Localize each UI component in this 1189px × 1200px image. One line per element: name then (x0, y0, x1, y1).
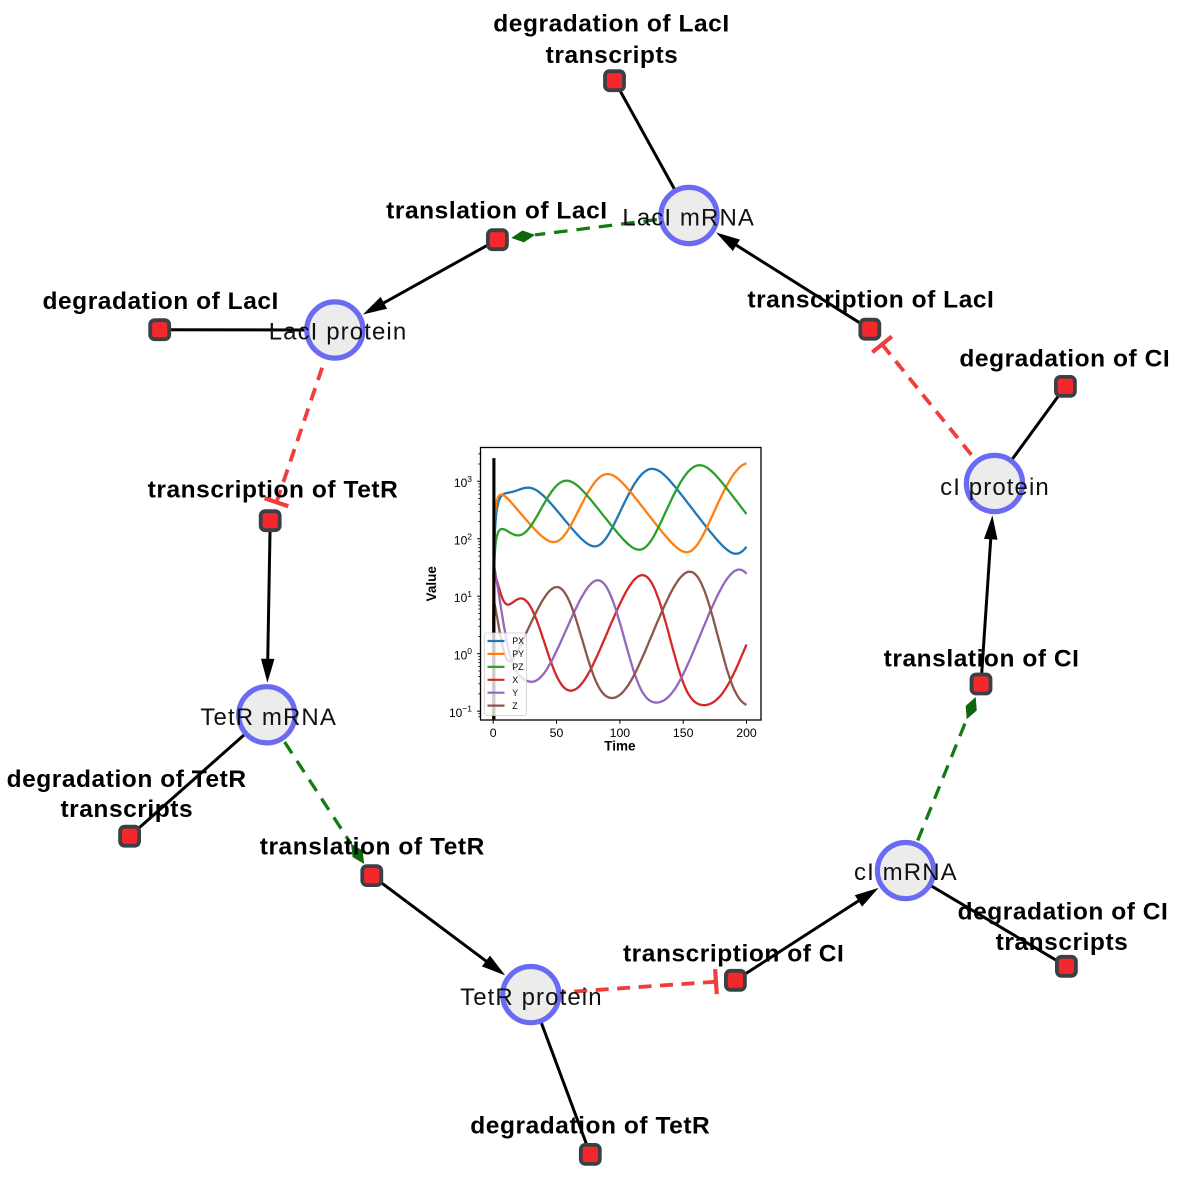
svg-text:transcription of LacI: transcription of LacI (747, 286, 994, 313)
svg-text:translation of TetR: translation of TetR (260, 833, 485, 860)
svg-text:200: 200 (736, 726, 757, 740)
svg-text:100: 100 (454, 646, 472, 662)
svg-text:transcription of CI: transcription of CI (623, 940, 844, 967)
svg-text:degradation of TetR: degradation of TetR (470, 1112, 710, 1139)
svg-text:degradation of CI: degradation of CI (958, 898, 1169, 925)
svg-text:degradation of TetR: degradation of TetR (7, 766, 247, 793)
svg-text:degradation of CI: degradation of CI (959, 345, 1170, 372)
svg-text:transcripts: transcripts (546, 42, 679, 69)
svg-text:150: 150 (673, 726, 694, 740)
svg-text:100: 100 (610, 726, 631, 740)
svg-text:PX: PX (512, 636, 524, 646)
svg-text:Value: Value (424, 566, 439, 602)
svg-text:degradation of LacI: degradation of LacI (493, 11, 729, 38)
svg-text:Z: Z (512, 701, 518, 711)
svg-text:cI mRNA: cI mRNA (854, 859, 958, 886)
svg-text:translation of CI: translation of CI (884, 646, 1080, 673)
svg-text:LacI mRNA: LacI mRNA (622, 204, 755, 231)
svg-text:Y: Y (512, 688, 518, 698)
svg-text:degradation of LacI: degradation of LacI (42, 288, 278, 315)
svg-text:PZ: PZ (512, 662, 524, 672)
svg-text:101: 101 (454, 589, 472, 605)
svg-text:X: X (512, 675, 518, 685)
svg-text:cI protein: cI protein (940, 474, 1050, 501)
svg-text:TetR mRNA: TetR mRNA (200, 704, 337, 731)
svg-text:103: 103 (454, 474, 472, 490)
svg-text:102: 102 (454, 531, 472, 547)
svg-text:PY: PY (512, 649, 524, 659)
svg-text:LacI protein: LacI protein (269, 319, 408, 346)
svg-text:transcription of TetR: transcription of TetR (148, 477, 399, 504)
svg-text:TetR protein: TetR protein (460, 984, 603, 1011)
svg-text:50: 50 (550, 726, 564, 740)
svg-text:Time: Time (604, 739, 636, 754)
svg-text:10−1: 10−1 (449, 704, 472, 720)
svg-text:transcripts: transcripts (996, 929, 1129, 956)
svg-text:transcripts: transcripts (60, 796, 193, 823)
svg-text:0: 0 (490, 726, 497, 740)
svg-text:translation of LacI: translation of LacI (386, 197, 607, 224)
